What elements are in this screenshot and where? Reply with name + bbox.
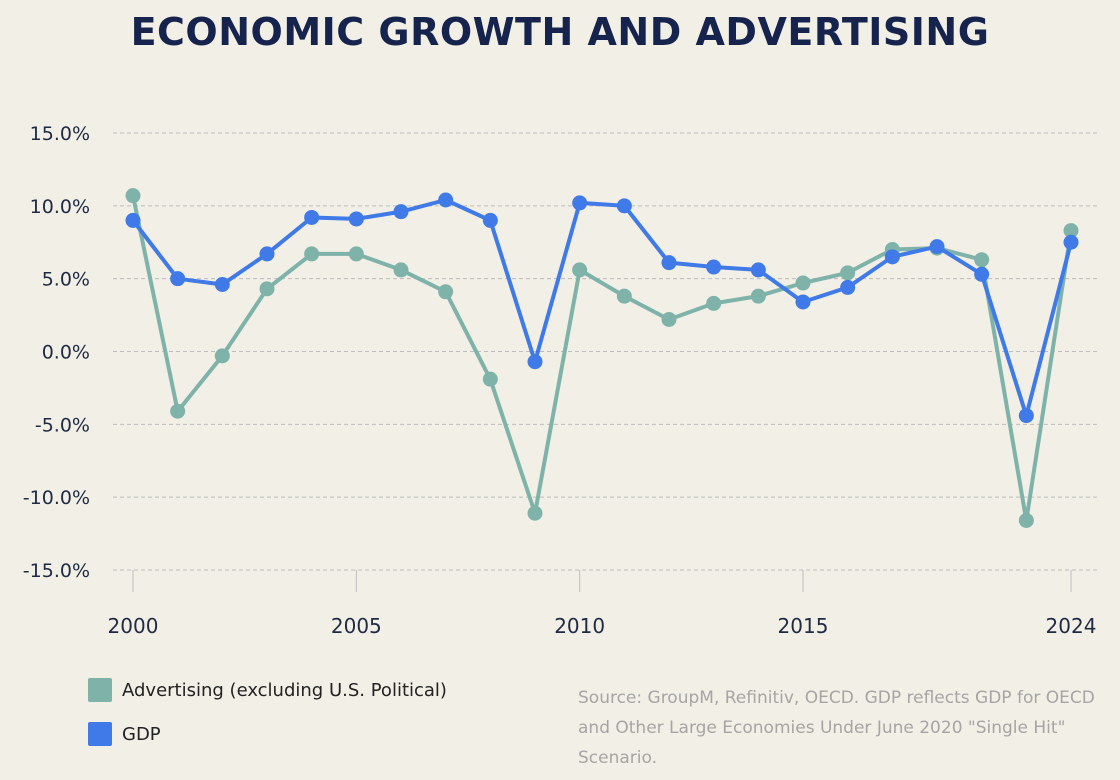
data-point-advertising bbox=[170, 403, 186, 419]
data-point-gdp bbox=[795, 294, 811, 310]
source-note: Source: GroupM, Refinitiv, OECD. GDP ref… bbox=[578, 688, 1095, 768]
data-point-advertising bbox=[259, 281, 275, 297]
chart-title: ECONOMIC GROWTH AND ADVERTISING bbox=[130, 10, 990, 54]
data-point-advertising bbox=[706, 295, 722, 311]
data-point-advertising bbox=[348, 246, 364, 262]
series-line-gdp bbox=[131, 198, 1073, 418]
legend-label-gdp: GDP bbox=[122, 723, 161, 745]
legend-label-advertising: Advertising (excluding U.S. Political) bbox=[122, 679, 447, 701]
data-point-advertising bbox=[214, 348, 230, 364]
x-tick-label: 2005 bbox=[331, 614, 382, 638]
data-point-gdp bbox=[750, 262, 766, 278]
data-point-advertising bbox=[393, 262, 409, 278]
data-point-gdp bbox=[527, 354, 543, 370]
data-point-advertising bbox=[750, 288, 766, 304]
data-point-advertising bbox=[840, 265, 856, 281]
x-tick-label: 2024 bbox=[1046, 614, 1097, 638]
y-tick-label: -10.0% bbox=[23, 487, 90, 509]
data-point-gdp bbox=[661, 255, 677, 271]
data-point-gdp bbox=[1018, 408, 1034, 424]
y-tick-label: -5.0% bbox=[35, 414, 90, 436]
data-point-advertising bbox=[527, 505, 543, 521]
legend-swatch-advertising bbox=[88, 678, 112, 702]
data-point-advertising bbox=[1063, 223, 1079, 239]
data-point-advertising bbox=[616, 288, 632, 304]
data-point-advertising bbox=[572, 262, 588, 278]
data-point-gdp bbox=[304, 209, 320, 225]
data-point-gdp bbox=[393, 204, 409, 220]
legend-swatch-gdp bbox=[88, 722, 112, 746]
data-point-gdp bbox=[884, 249, 900, 265]
data-point-gdp bbox=[840, 279, 856, 295]
legend: Advertising (excluding U.S. Political) G… bbox=[88, 676, 447, 764]
legend-item-advertising: Advertising (excluding U.S. Political) bbox=[88, 676, 447, 704]
data-point-gdp bbox=[259, 246, 275, 262]
data-point-advertising bbox=[661, 311, 677, 327]
data-point-gdp bbox=[974, 266, 990, 282]
data-point-advertising bbox=[795, 275, 811, 291]
data-point-gdp bbox=[214, 276, 230, 292]
data-point-gdp bbox=[170, 271, 186, 287]
y-tick-label: 5.0% bbox=[42, 269, 90, 291]
y-tick-label: 15.0% bbox=[30, 123, 90, 145]
y-tick-label: -15.0% bbox=[23, 560, 90, 582]
data-point-advertising bbox=[974, 252, 990, 268]
data-point-advertising bbox=[125, 188, 141, 204]
data-point-gdp bbox=[125, 212, 141, 228]
data-point-gdp bbox=[438, 192, 454, 208]
data-point-gdp bbox=[348, 211, 364, 227]
legend-item-gdp: GDP bbox=[88, 720, 447, 748]
data-point-advertising bbox=[482, 371, 498, 387]
x-tick-label: 2000 bbox=[108, 614, 159, 638]
data-point-gdp bbox=[482, 212, 498, 228]
data-point-gdp bbox=[1063, 234, 1079, 250]
x-tick-label: 2015 bbox=[778, 614, 829, 638]
data-point-gdp bbox=[572, 195, 588, 211]
data-point-gdp bbox=[706, 259, 722, 275]
data-point-advertising bbox=[304, 246, 320, 262]
data-point-advertising bbox=[1018, 512, 1034, 528]
data-point-gdp bbox=[929, 239, 945, 255]
y-tick-label: 0.0% bbox=[42, 342, 90, 364]
series-line-advertising bbox=[131, 193, 1073, 523]
data-point-advertising bbox=[438, 284, 454, 300]
data-point-gdp bbox=[616, 198, 632, 214]
y-tick-label: 10.0% bbox=[30, 196, 90, 218]
x-tick-label: 2010 bbox=[554, 614, 605, 638]
